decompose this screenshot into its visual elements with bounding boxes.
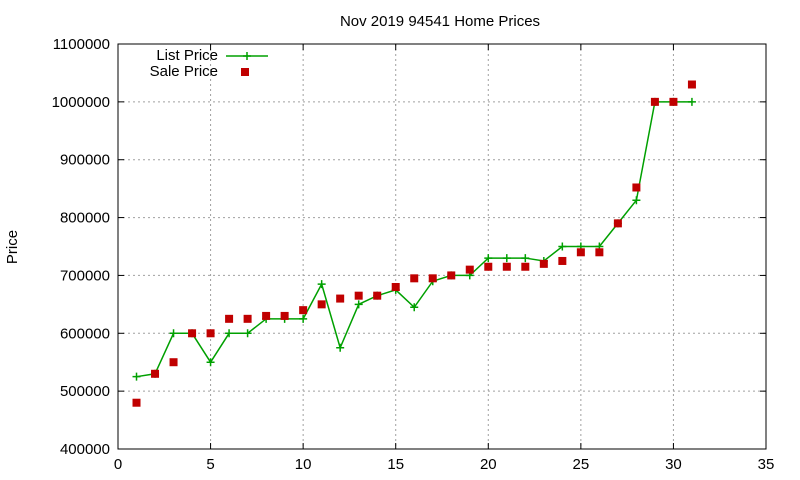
sale-price-point (595, 248, 604, 257)
list-price-point (169, 329, 178, 338)
list-price-point (354, 300, 363, 309)
legend-label-list-price: List Price (156, 47, 218, 64)
sale-price-point (169, 358, 178, 367)
sale-price-point (317, 300, 326, 309)
list-price-point (336, 343, 345, 352)
list-price-point (410, 303, 419, 312)
chart-title: Nov 2019 94541 Home Prices (340, 13, 540, 30)
sale-price-point (502, 262, 511, 271)
x-tick-label: 20 (480, 456, 497, 473)
sale-price-point (188, 329, 197, 338)
y-axis-title: Price (4, 230, 21, 264)
y-axis-tick-labels: 400000 500000 600000 700000 800000 900000 1000… (52, 36, 110, 458)
x-tick-label: 5 (206, 456, 214, 473)
x-tick-label: 30 (665, 456, 682, 473)
sale-price-point (687, 80, 696, 89)
x-tick-label: 25 (573, 456, 590, 473)
sale-price-point (558, 256, 567, 265)
list-price-line (136, 101, 692, 378)
plot-frame (117, 43, 767, 450)
sale-price-point (262, 311, 271, 320)
y-tick-label: 1100000 (53, 36, 110, 53)
list-price-point (521, 254, 530, 263)
axis-ticks (117, 43, 767, 450)
sale-price-point (521, 262, 530, 271)
sale-price-point (576, 248, 585, 257)
grid (118, 44, 766, 449)
sale-price-point (539, 259, 548, 268)
sale-price-point (225, 314, 234, 323)
y-tick-label: 600000 (60, 325, 110, 342)
list-price-point (317, 280, 326, 289)
sale-price-point (669, 97, 678, 106)
sale-price-point (410, 274, 419, 283)
sale-price-point (299, 306, 308, 315)
sale-price-point (206, 329, 215, 338)
list-price-point (132, 372, 141, 381)
list-price-point (484, 254, 493, 263)
x-tick-label: 15 (387, 456, 404, 473)
sale-price-point (280, 311, 289, 320)
sale-price-point (447, 271, 456, 280)
sale-price-point (391, 283, 400, 291)
list-price-point (502, 254, 511, 263)
legend-key-sale-price-marker (241, 68, 249, 76)
x-tick-label: 35 (758, 456, 775, 473)
sale-price-point (484, 262, 493, 271)
list-price-point (206, 358, 215, 367)
sale-price-point (428, 274, 437, 283)
y-tick-label: 500000 (60, 383, 110, 400)
sale-price-point (650, 97, 659, 106)
y-tick-label: 900000 (60, 152, 110, 169)
x-tick-label: 10 (295, 456, 312, 473)
legend-label-sale-price: Sale Price (150, 63, 218, 80)
sale-price-point (132, 398, 141, 407)
sale-price-point (354, 291, 363, 300)
sale-price-point (336, 294, 345, 303)
y-tick-label: 1000000 (52, 94, 110, 111)
series (132, 80, 696, 407)
sale-price-point (632, 183, 641, 192)
y-tick-label: 800000 (60, 210, 110, 227)
list-price-point (243, 329, 252, 338)
sale-price-point (151, 369, 160, 378)
sale-price-point (243, 314, 252, 323)
list-price-point (225, 329, 234, 338)
list-price-point (299, 314, 308, 323)
y-tick-label: 400000 (60, 441, 110, 458)
list-price-point (558, 242, 567, 251)
legend-keys (226, 52, 268, 76)
sale-price-point (373, 291, 382, 300)
list-price-point (632, 196, 641, 205)
sale-price-point (613, 219, 622, 228)
legend: List Price Sale Price (150, 47, 268, 80)
x-tick-label: 0 (114, 456, 122, 473)
legend-key-list-price-marker (243, 52, 251, 60)
x-axis-tick-labels: 0 5 10 15 20 25 30 35 (114, 456, 775, 473)
y-tick-label: 700000 (60, 267, 110, 284)
sale-price-point (465, 265, 474, 274)
list-price-point (687, 97, 696, 106)
